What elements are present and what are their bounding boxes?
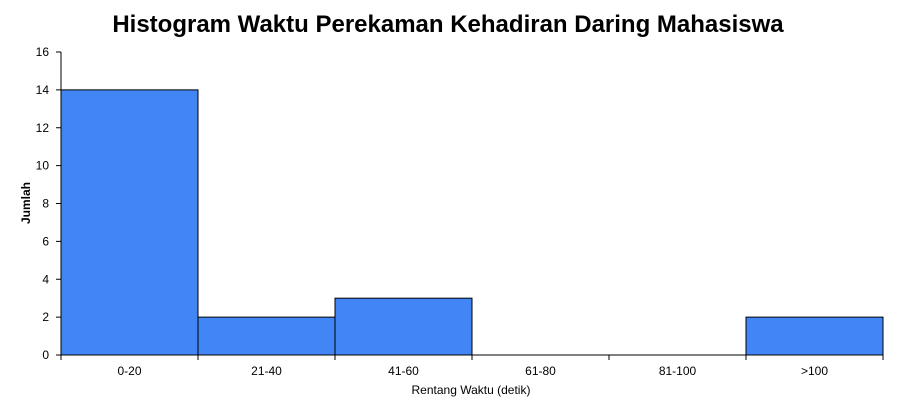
chart-title: Histogram Waktu Perekaman Kehadiran Dari… [112, 11, 784, 38]
y-tick-label: 0 [42, 348, 49, 362]
y-tick-label: 8 [42, 197, 49, 211]
bar-5 [745, 316, 884, 356]
y-tick-label: 10 [36, 159, 50, 173]
plot-area: 0 2 4 6 8 10 12 14 16 0-20 21-40 41-60 61-80 81-100 >1… [36, 45, 884, 378]
x-axis-label: Rentang Waktu (detik) [412, 383, 531, 397]
x-tick-label: 0-20 [117, 364, 141, 378]
x-tick-label: 61-80 [525, 364, 556, 378]
y-tick-label: 6 [42, 234, 49, 248]
y-tick-label: 4 [42, 272, 49, 286]
y-tick-label: 2 [42, 310, 49, 324]
y-tick-label: 14 [36, 83, 50, 97]
x-tick-label: 81-100 [659, 364, 697, 378]
bar-1 [197, 316, 336, 356]
x-tick-label: 21-40 [251, 364, 282, 378]
y-tick-label: 16 [36, 45, 50, 59]
y-axis-label: Jumlah [19, 182, 33, 224]
y-tick-label: 12 [36, 121, 50, 135]
bar-2 [334, 297, 473, 356]
x-tick-label: >100 [801, 364, 828, 378]
bar-0 [60, 89, 199, 356]
x-tick-label: 41-60 [388, 364, 419, 378]
